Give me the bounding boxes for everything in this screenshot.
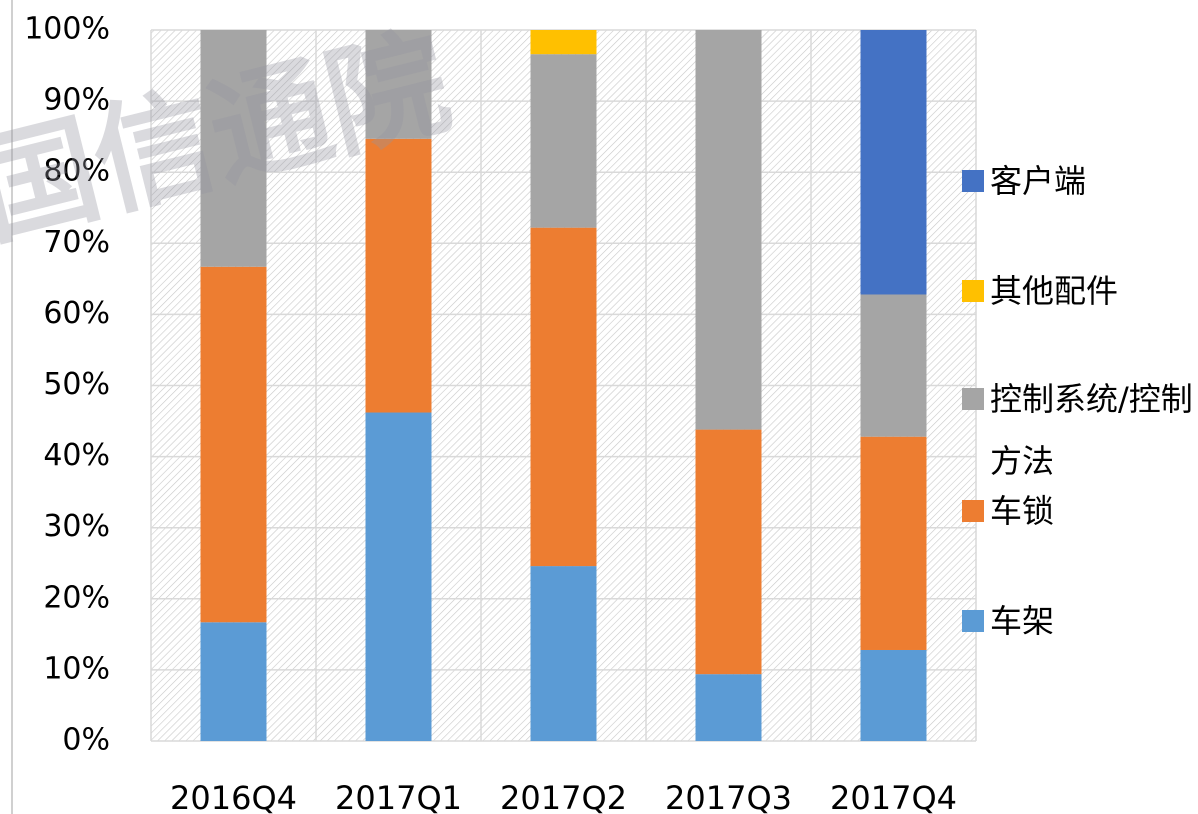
bar-segment bbox=[530, 54, 597, 228]
legend-entry: 其他配件 bbox=[962, 260, 1195, 322]
bar-segment bbox=[530, 30, 597, 55]
legend-swatch bbox=[962, 280, 984, 302]
bar-segment bbox=[860, 30, 927, 295]
y-tick-label: 90% bbox=[43, 83, 110, 118]
bar-segment bbox=[530, 566, 597, 741]
bar-segment bbox=[695, 429, 762, 675]
bar-segment bbox=[695, 30, 762, 430]
bar-segment bbox=[200, 266, 267, 623]
bar-segment bbox=[200, 622, 267, 741]
legend-swatch bbox=[962, 500, 984, 522]
y-tick-label: 40% bbox=[43, 438, 110, 473]
legend-entry: 控制系统/控制方法 bbox=[962, 368, 1195, 492]
legend-label: 车架 bbox=[990, 602, 1055, 640]
legend-swatch bbox=[962, 610, 984, 632]
bar-segment bbox=[365, 412, 432, 741]
bar-segment bbox=[365, 30, 432, 139]
legend-entry: 车锁 bbox=[962, 480, 1195, 542]
legend-swatch bbox=[962, 388, 984, 410]
legend-entry: 客户端 bbox=[962, 150, 1195, 212]
y-tick-label: 70% bbox=[43, 225, 110, 260]
y-tick-label: 30% bbox=[43, 509, 110, 544]
legend-label: 客户端 bbox=[990, 162, 1087, 200]
bar-segment bbox=[860, 436, 927, 650]
x-tick-label: 2017Q2 bbox=[500, 779, 627, 814]
bar-segment bbox=[530, 227, 597, 567]
legend-entry: 车架 bbox=[962, 590, 1195, 652]
legend-label: 其他配件 bbox=[990, 272, 1119, 310]
x-tick-label: 2016Q4 bbox=[170, 779, 297, 814]
x-tick-label: 2017Q4 bbox=[830, 779, 957, 814]
legend-label: 控制系统/控制方法 bbox=[990, 380, 1193, 480]
y-tick-label: 20% bbox=[43, 580, 110, 615]
y-tick-label: 60% bbox=[43, 296, 110, 331]
x-tick-label: 2017Q3 bbox=[665, 779, 792, 814]
y-tick-label: 50% bbox=[43, 367, 110, 402]
bar-segment bbox=[860, 294, 927, 437]
bar-segment bbox=[695, 674, 762, 741]
bar-segment bbox=[860, 649, 927, 741]
y-tick-label: 10% bbox=[43, 651, 110, 686]
y-tick-label: 80% bbox=[43, 154, 110, 189]
y-tick-label: 0% bbox=[62, 723, 110, 758]
legend-label: 车锁 bbox=[990, 492, 1055, 530]
y-tick-label: 100% bbox=[24, 12, 110, 47]
bar-segment bbox=[365, 138, 432, 413]
x-tick-label: 2017Q1 bbox=[335, 779, 462, 814]
legend-swatch bbox=[962, 170, 984, 192]
bar-segment bbox=[200, 30, 267, 267]
